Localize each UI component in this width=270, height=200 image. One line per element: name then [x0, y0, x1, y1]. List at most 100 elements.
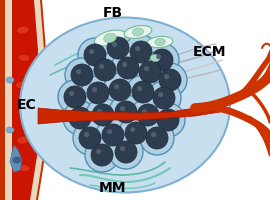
Circle shape: [103, 73, 137, 107]
Circle shape: [69, 107, 91, 129]
Circle shape: [120, 106, 125, 111]
Ellipse shape: [94, 30, 126, 46]
Polygon shape: [5, 0, 44, 200]
Circle shape: [99, 64, 104, 69]
Circle shape: [78, 38, 112, 72]
Ellipse shape: [133, 28, 144, 36]
Circle shape: [107, 37, 129, 59]
Circle shape: [159, 69, 181, 91]
Circle shape: [76, 69, 81, 74]
Ellipse shape: [12, 156, 22, 164]
Circle shape: [97, 109, 102, 114]
Circle shape: [69, 91, 74, 96]
Circle shape: [142, 109, 147, 114]
Circle shape: [151, 132, 156, 137]
Circle shape: [102, 124, 124, 146]
Circle shape: [140, 121, 174, 155]
Circle shape: [85, 138, 119, 172]
Circle shape: [96, 149, 101, 154]
Circle shape: [91, 144, 113, 166]
Circle shape: [64, 86, 86, 108]
Circle shape: [89, 49, 94, 54]
Polygon shape: [12, 0, 38, 200]
Circle shape: [63, 101, 97, 135]
Circle shape: [115, 101, 137, 123]
Text: MM: MM: [99, 181, 127, 195]
Ellipse shape: [20, 18, 230, 192]
Circle shape: [87, 82, 109, 104]
Circle shape: [153, 63, 187, 97]
Ellipse shape: [18, 54, 30, 62]
Ellipse shape: [6, 77, 14, 83]
Circle shape: [84, 44, 106, 66]
Circle shape: [71, 64, 93, 86]
Circle shape: [144, 66, 149, 71]
Circle shape: [74, 112, 79, 117]
Circle shape: [88, 53, 122, 87]
Circle shape: [139, 61, 161, 83]
Circle shape: [124, 35, 158, 69]
Circle shape: [137, 86, 142, 91]
Ellipse shape: [143, 52, 167, 64]
Circle shape: [112, 42, 117, 47]
Circle shape: [86, 98, 120, 132]
Text: EC: EC: [17, 98, 37, 112]
Polygon shape: [0, 0, 46, 200]
Ellipse shape: [124, 26, 152, 38]
Ellipse shape: [16, 136, 29, 144]
Ellipse shape: [18, 164, 30, 172]
Circle shape: [158, 92, 163, 97]
Ellipse shape: [147, 36, 173, 48]
Circle shape: [92, 104, 114, 126]
Circle shape: [84, 132, 89, 137]
Circle shape: [109, 95, 143, 129]
Polygon shape: [10, 145, 22, 172]
Circle shape: [151, 49, 173, 71]
Text: ECM: ECM: [193, 45, 227, 59]
Ellipse shape: [16, 26, 29, 34]
Circle shape: [92, 87, 97, 92]
Circle shape: [131, 98, 165, 132]
Circle shape: [65, 58, 99, 92]
Ellipse shape: [15, 81, 28, 89]
Circle shape: [162, 114, 167, 119]
Ellipse shape: [155, 38, 165, 46]
Circle shape: [125, 122, 147, 144]
Circle shape: [96, 118, 130, 152]
Circle shape: [114, 84, 119, 89]
Polygon shape: [38, 104, 220, 124]
Circle shape: [119, 116, 153, 150]
Circle shape: [58, 80, 92, 114]
Circle shape: [153, 87, 175, 109]
Circle shape: [109, 79, 131, 101]
Circle shape: [79, 127, 101, 149]
Circle shape: [164, 74, 169, 79]
Circle shape: [122, 62, 127, 67]
Circle shape: [81, 76, 115, 110]
Circle shape: [126, 75, 160, 109]
Circle shape: [107, 129, 112, 134]
Ellipse shape: [18, 108, 30, 116]
Ellipse shape: [6, 127, 14, 133]
Circle shape: [133, 55, 167, 89]
Circle shape: [111, 51, 145, 85]
Circle shape: [146, 127, 168, 149]
Circle shape: [73, 121, 107, 155]
Circle shape: [109, 135, 143, 169]
Circle shape: [130, 41, 152, 63]
Text: FB: FB: [103, 6, 123, 20]
Circle shape: [101, 31, 135, 65]
Circle shape: [151, 103, 185, 137]
Ellipse shape: [150, 54, 160, 62]
Circle shape: [94, 59, 116, 81]
Circle shape: [157, 109, 179, 131]
Circle shape: [115, 141, 137, 163]
Circle shape: [147, 81, 181, 115]
Circle shape: [120, 146, 125, 151]
Circle shape: [156, 54, 161, 59]
Circle shape: [137, 104, 159, 126]
Circle shape: [130, 127, 135, 132]
Circle shape: [132, 81, 154, 103]
Circle shape: [145, 43, 179, 77]
Ellipse shape: [104, 33, 116, 43]
